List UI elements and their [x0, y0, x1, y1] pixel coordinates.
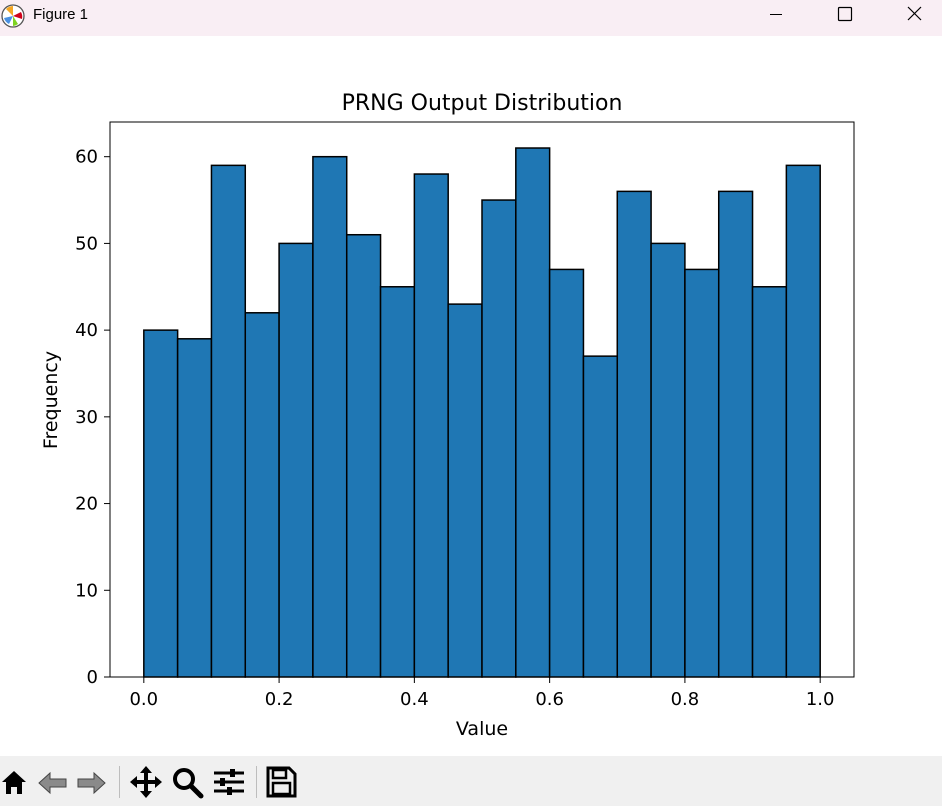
configure-subplots-icon	[214, 769, 244, 795]
forward-arrow-icon	[77, 771, 106, 795]
bars-group	[143, 147, 821, 678]
x-tick-label: 0.8	[671, 689, 700, 710]
toolbar-separator	[256, 766, 257, 798]
close-icon	[907, 6, 922, 21]
y-axis-label: Frequency	[40, 351, 62, 449]
histogram-chart: PRNG Output Distribution 0.0 0.2 0.4 0.6 0.8…	[40, 91, 855, 740]
minimize-icon	[770, 14, 782, 15]
x-tick-label: 0.2	[265, 689, 294, 710]
save-button[interactable]	[264, 764, 298, 800]
ticks-group: 0.0 0.2 0.4 0.6 0.8 1.0 0 10 20 30 40 50 60	[75, 147, 834, 710]
close-button[interactable]	[884, 0, 942, 30]
histogram-bar	[481, 199, 517, 678]
configure-subplots-button[interactable]	[212, 764, 246, 800]
navigation-toolbar	[0, 756, 942, 806]
histogram-bar	[447, 303, 483, 678]
back-button[interactable]	[36, 764, 70, 800]
histogram-bar	[345, 233, 382, 678]
x-axis-label: Value	[456, 718, 508, 740]
toolbar-separator	[119, 766, 120, 798]
histogram-bar	[312, 155, 348, 678]
y-tick-label: 30	[75, 407, 98, 428]
x-tick-label: 0.6	[535, 689, 564, 710]
pan-move-icon	[130, 766, 162, 798]
forward-button[interactable]	[74, 764, 108, 800]
minimize-button[interactable]	[746, 0, 806, 30]
matplotlib-app-icon	[1, 4, 25, 28]
pan-button[interactable]	[128, 764, 164, 800]
y-tick-label: 60	[75, 147, 98, 168]
maximize-icon	[837, 6, 853, 22]
histogram-bar	[379, 286, 416, 678]
histogram-bar	[515, 147, 551, 678]
histogram-bar	[616, 190, 652, 678]
histogram-bar	[413, 173, 449, 678]
back-arrow-icon	[38, 771, 67, 795]
histogram-bar	[650, 242, 686, 678]
histogram-bar	[548, 268, 585, 678]
zoom-button[interactable]	[170, 764, 206, 800]
zoom-magnifier-icon	[173, 768, 204, 799]
histogram-bar	[582, 355, 619, 678]
home-button[interactable]	[0, 764, 32, 800]
histogram-bar	[717, 190, 754, 678]
figure-canvas: PRNG Output Distribution 0.0 0.2 0.4 0.6 0.8…	[0, 36, 942, 756]
window-title: Figure 1	[33, 6, 89, 23]
histogram-bar	[785, 164, 821, 678]
chart-title: PRNG Output Distribution	[342, 91, 623, 116]
home-icon	[2, 771, 26, 794]
histogram-bar	[684, 268, 720, 678]
histogram-bar	[210, 164, 247, 678]
y-tick-label: 50	[75, 233, 98, 254]
y-tick-label: 10	[75, 580, 98, 601]
x-tick-label: 1.0	[806, 689, 835, 710]
window-titlebar: Figure 1	[0, 0, 942, 36]
histogram-bar	[143, 329, 179, 678]
y-tick-label: 20	[75, 494, 98, 515]
histogram-bar	[751, 286, 788, 678]
y-tick-label: 40	[75, 320, 98, 341]
y-tick-label: 0	[87, 667, 98, 688]
histogram-bar	[278, 242, 314, 678]
histogram-bar	[244, 312, 280, 678]
axes-frame	[109, 121, 855, 678]
histogram-bar	[176, 338, 213, 678]
x-tick-label: 0.0	[129, 689, 158, 710]
maximize-button[interactable]	[814, 0, 874, 30]
x-tick-label: 0.4	[400, 689, 429, 710]
save-floppy-icon	[266, 766, 297, 798]
